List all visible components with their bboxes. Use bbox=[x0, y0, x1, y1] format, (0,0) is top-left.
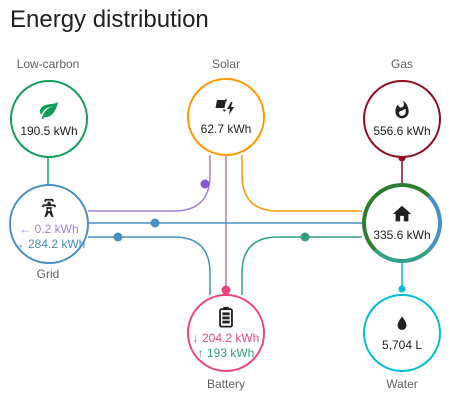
gas-value: 556.6 kWh bbox=[373, 124, 431, 138]
home-value: 335.6 kWh bbox=[373, 228, 431, 242]
fire-icon bbox=[392, 99, 412, 121]
leaf-icon bbox=[38, 99, 60, 121]
solar-node[interactable]: 62.7 kWh bbox=[187, 78, 265, 156]
transmission-tower-icon bbox=[38, 197, 60, 219]
low-carbon-value: 190.5 kWh bbox=[20, 124, 78, 138]
water-value: 5,704 L bbox=[381, 338, 423, 352]
flow-solar-grid bbox=[88, 155, 211, 212]
solar-label: Solar bbox=[211, 57, 240, 71]
solar-value: 62.7 kWh bbox=[200, 122, 252, 136]
flow-dot-water bbox=[398, 285, 406, 293]
flow-grid-battery bbox=[88, 236, 211, 295]
grid-export-value: → 284.2 kWh bbox=[12, 236, 86, 251]
grid-import-value: ← 0.2 kWh bbox=[19, 221, 79, 236]
battery-label: Battery bbox=[206, 377, 245, 391]
battery-icon bbox=[218, 306, 234, 328]
gas-node[interactable]: 556.6 kWh bbox=[363, 80, 441, 158]
card-title: Energy distribution bbox=[10, 6, 209, 33]
water-drop-icon bbox=[393, 313, 411, 335]
low-carbon-node[interactable]: 190.5 kWh bbox=[10, 80, 88, 158]
grid-node[interactable]: ← 0.2 kWh → 284.2 kWh bbox=[9, 184, 89, 264]
home-node[interactable]: 335.6 kWh bbox=[362, 183, 442, 263]
flow-dot-battery bbox=[221, 285, 231, 295]
water-node[interactable]: 5,704 L bbox=[363, 294, 441, 372]
gas-label: Gas bbox=[390, 57, 413, 71]
battery-out-value: ↓ 204.2 kWh bbox=[192, 330, 260, 345]
home-icon bbox=[391, 203, 413, 225]
grid-label: Grid bbox=[36, 267, 60, 281]
flow-battery-home bbox=[241, 236, 362, 295]
flow-dot-grid-home bbox=[150, 218, 160, 228]
flow-solar-home bbox=[241, 155, 362, 212]
flow-dot-grid-battery bbox=[113, 232, 123, 242]
battery-node[interactable]: ↓ 204.2 kWh ↑ 193 kWh bbox=[187, 294, 265, 372]
low-carbon-label: Low-carbon bbox=[16, 57, 80, 71]
flow-dot-battery-home bbox=[300, 232, 310, 242]
water-label: Water bbox=[386, 377, 418, 391]
battery-in-value: ↑ 193 kWh bbox=[197, 345, 255, 360]
solar-power-icon bbox=[214, 97, 238, 119]
flow-dot-solar-grid bbox=[200, 179, 210, 189]
